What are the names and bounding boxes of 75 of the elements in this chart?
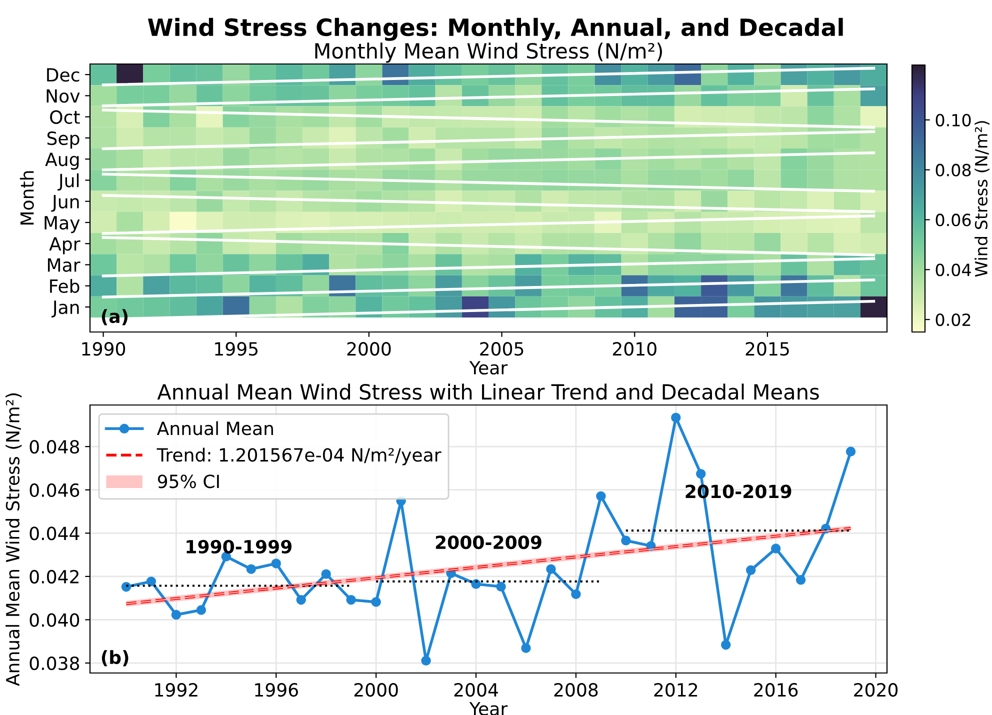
y-tick-label: 0.048 bbox=[30, 440, 80, 454]
point bbox=[171, 610, 182, 620]
point bbox=[421, 656, 431, 666]
y-axis-title: Month bbox=[20, 171, 34, 225]
y-tick-label: Feb bbox=[50, 278, 80, 293]
y-tick-label: Apr bbox=[49, 237, 80, 254]
point bbox=[796, 575, 806, 585]
point bbox=[271, 558, 281, 568]
color-bar-title: Wind Stress (N/m²) bbox=[974, 121, 990, 277]
x-tick-label: 1996 bbox=[255, 683, 298, 697]
point bbox=[571, 589, 581, 600]
x-tick-label: 2010 bbox=[612, 342, 656, 356]
y-tick-label: Mar bbox=[48, 258, 80, 272]
chart-title: Wind Stress Changes: Monthly, Annual, and Decadal bbox=[148, 18, 843, 41]
x-tick-label: 1990 bbox=[82, 342, 126, 356]
point bbox=[471, 579, 481, 589]
annotation: 1990-1999 bbox=[186, 540, 292, 554]
y-tick-label: May bbox=[44, 216, 80, 234]
x-tick-label: 1995 bbox=[215, 342, 258, 356]
x-tick-label: 2004 bbox=[454, 683, 498, 697]
y-tick-label: Jul bbox=[58, 173, 79, 191]
x-tick-label: 2012 bbox=[654, 683, 698, 697]
point bbox=[696, 468, 706, 479]
x-tick-label: 2005 bbox=[480, 342, 524, 356]
point bbox=[671, 412, 681, 422]
color-bar-label: 0.08 bbox=[936, 164, 971, 176]
x-axis-title: Year bbox=[469, 361, 508, 375]
annotation: (a) bbox=[102, 309, 128, 326]
point bbox=[621, 536, 631, 546]
chart-subtitle: Monthly Mean Wind Stress (N/m²) bbox=[315, 42, 662, 63]
point bbox=[770, 544, 781, 554]
point bbox=[371, 597, 381, 607]
color-bar-label: 0.04 bbox=[936, 264, 971, 276]
y-tick-label: Aug bbox=[45, 152, 79, 170]
color-bar-label: 0.02 bbox=[936, 313, 970, 326]
point bbox=[346, 594, 356, 605]
annotation: 2000-2009 bbox=[436, 536, 542, 550]
y-tick-label: 0.046 bbox=[30, 483, 80, 497]
point bbox=[596, 491, 606, 501]
point bbox=[546, 564, 556, 574]
x-tick-label: 2016 bbox=[754, 683, 798, 697]
chart-title: Annual Mean Wind Stress with Linear Trend and Decadal Means bbox=[157, 384, 819, 400]
point bbox=[720, 640, 731, 650]
y-tick-label: 0.038 bbox=[30, 656, 80, 670]
point bbox=[196, 605, 206, 615]
annotation: (b) bbox=[102, 650, 128, 666]
y-tick-label: Nov bbox=[46, 89, 80, 103]
legend-label: Trend: 1.201567e-04 N/m²/year bbox=[156, 448, 442, 466]
y-tick-label: 0.040 bbox=[30, 613, 80, 627]
point bbox=[146, 576, 156, 586]
y-tick-label: 0.042 bbox=[30, 570, 78, 584]
point bbox=[246, 564, 256, 574]
color-bar-label: 0.06 bbox=[936, 214, 971, 226]
x-tick-label: 2000 bbox=[354, 683, 398, 697]
y-tick-label: Jan bbox=[52, 300, 79, 318]
y-tick-label: Oct bbox=[50, 110, 80, 124]
x-tick-label: 2015 bbox=[746, 342, 789, 356]
x-tick-label: 2000 bbox=[347, 342, 391, 356]
y-tick-label: 0.044 bbox=[30, 526, 80, 540]
x-tick-label: 2020 bbox=[854, 683, 898, 697]
point bbox=[321, 569, 331, 579]
color-bar-label: 0.10 bbox=[936, 114, 971, 126]
y-tick-label: Sep bbox=[47, 131, 80, 149]
legend-label: 95% CI bbox=[158, 474, 219, 488]
point bbox=[521, 643, 531, 653]
point bbox=[846, 446, 856, 456]
y-axis-title: Annual Mean Wind Stress (N/m²) bbox=[6, 393, 22, 686]
point bbox=[296, 594, 306, 605]
x-tick-label: 2008 bbox=[554, 683, 598, 697]
point bbox=[496, 582, 506, 592]
legend-label: Annual Mean bbox=[156, 421, 273, 436]
y-tick-label: Dec bbox=[47, 68, 80, 82]
x-tick-label: 1992 bbox=[155, 683, 198, 697]
y-tick-label: Jun bbox=[51, 195, 79, 212]
point bbox=[746, 565, 756, 576]
